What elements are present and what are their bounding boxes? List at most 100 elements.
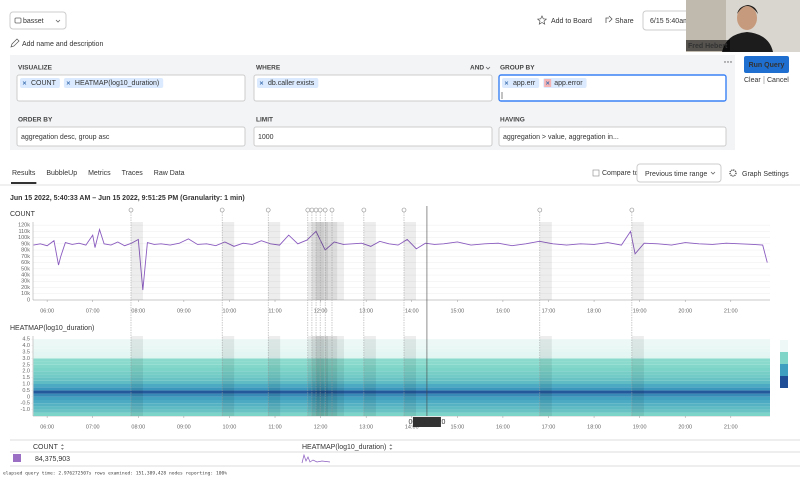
marker[interactable] bbox=[313, 207, 319, 213]
footer-status: elapsed query time: 2.976272507s rows ex… bbox=[3, 471, 227, 477]
chip-remove[interactable] bbox=[545, 81, 550, 85]
dataset-icon bbox=[14, 17, 22, 24]
cursor-label-bg bbox=[412, 417, 441, 427]
chip-remove[interactable] bbox=[66, 81, 71, 85]
chip-text: db.caller exists bbox=[268, 80, 315, 87]
add-to-board[interactable]: Add to Board bbox=[551, 18, 592, 25]
having-placeholder: aggregation > value, aggregation in... bbox=[503, 134, 619, 141]
y-tick-label: 80k bbox=[21, 248, 30, 254]
x-tick-label: 11:00 bbox=[268, 424, 281, 430]
x-tick-label: 08:00 bbox=[131, 424, 145, 430]
x-tick-label: 06:00 bbox=[40, 308, 54, 314]
heatmap-row bbox=[33, 390, 770, 394]
marker[interactable] bbox=[128, 207, 134, 213]
heatmap-row bbox=[33, 342, 770, 346]
chip-remove[interactable] bbox=[259, 81, 264, 85]
color-legend bbox=[780, 376, 788, 388]
heatmap-row bbox=[33, 387, 770, 391]
order-by-box[interactable] bbox=[16, 126, 246, 147]
run-query-button[interactable] bbox=[744, 56, 789, 73]
where-label: WHERE bbox=[256, 65, 281, 72]
cancel[interactable]: Cancel bbox=[767, 77, 789, 84]
star-icon bbox=[536, 15, 548, 25]
heatmap-row bbox=[33, 371, 770, 375]
heatmap-row bbox=[33, 403, 770, 407]
sort-icon[interactable] bbox=[60, 444, 64, 450]
having-box[interactable] bbox=[498, 126, 727, 147]
run-query[interactable]: Run Query bbox=[749, 62, 785, 69]
compare-checkbox[interactable] bbox=[592, 169, 600, 177]
chart-title: HEATMAP(log10_duration) bbox=[10, 325, 94, 332]
y-tick-label: 0.5 bbox=[22, 388, 30, 394]
marker[interactable] bbox=[317, 207, 323, 213]
x-tick-label: 21:00 bbox=[724, 424, 738, 430]
chip-remove[interactable] bbox=[504, 81, 509, 85]
dataset-select[interactable] bbox=[9, 11, 67, 30]
compare-label: Compare to bbox=[602, 170, 639, 177]
heatmap-row bbox=[33, 384, 770, 388]
y-tick-label: 2.5 bbox=[22, 362, 30, 368]
x-tick-label: 08:00 bbox=[131, 308, 145, 314]
y-tick-label: 1.0 bbox=[22, 381, 30, 387]
marker-band bbox=[325, 222, 338, 300]
share[interactable]: Share bbox=[615, 18, 634, 25]
sort-icon[interactable] bbox=[389, 444, 393, 450]
marker[interactable] bbox=[629, 207, 635, 213]
y-tick-label: 70k bbox=[21, 254, 30, 260]
heatmap-row bbox=[33, 355, 770, 359]
marker-band bbox=[268, 336, 281, 416]
x-tick-label: 10:00 bbox=[223, 308, 237, 314]
x-tick-label: 17:00 bbox=[542, 424, 556, 430]
marker[interactable] bbox=[329, 207, 335, 213]
tab[interactable]: Metrics bbox=[88, 170, 111, 177]
tab[interactable]: Raw Data bbox=[154, 170, 185, 177]
marker[interactable] bbox=[265, 207, 271, 213]
chip-remove[interactable] bbox=[22, 81, 27, 85]
color-legend bbox=[780, 340, 788, 352]
marker-band bbox=[320, 222, 333, 300]
video-face bbox=[737, 6, 757, 30]
marker[interactable] bbox=[309, 207, 315, 213]
compare-select[interactable] bbox=[636, 163, 722, 183]
chevron bbox=[485, 66, 491, 70]
presenter-name: Fred Hebert bbox=[688, 43, 728, 50]
y-tick-label: 10k bbox=[21, 291, 30, 297]
marker-band bbox=[222, 336, 235, 416]
y-tick-label: 20k bbox=[21, 285, 30, 291]
tab[interactable]: Traces bbox=[122, 170, 144, 177]
heatmap-row bbox=[33, 393, 770, 397]
tab[interactable]: Results bbox=[12, 170, 36, 177]
group-by-label: GROUP BY bbox=[500, 65, 535, 72]
marker-band bbox=[130, 336, 143, 416]
marker-band bbox=[307, 222, 320, 300]
x-tick-label: 16:00 bbox=[496, 424, 510, 430]
marker-band bbox=[320, 336, 333, 416]
limit-label: LIMIT bbox=[256, 117, 273, 124]
tab[interactable]: BubbleUp bbox=[46, 170, 77, 177]
limit-box[interactable] bbox=[253, 126, 493, 147]
chip-text: app.err bbox=[513, 80, 536, 87]
clear[interactable]: Clear bbox=[744, 77, 761, 84]
add-description[interactable]: Add name and description bbox=[22, 41, 103, 48]
y-tick-label: 3.5 bbox=[22, 349, 30, 355]
marker[interactable] bbox=[322, 207, 328, 213]
chip-text: COUNT bbox=[31, 80, 57, 87]
marker[interactable] bbox=[537, 207, 543, 213]
video-body bbox=[722, 32, 773, 52]
graph-settings[interactable]: Graph Settings bbox=[742, 171, 789, 178]
heatmap-row bbox=[33, 368, 770, 372]
marker[interactable] bbox=[401, 207, 407, 213]
marker[interactable] bbox=[361, 207, 367, 213]
share-icon bbox=[605, 15, 613, 23]
marker[interactable] bbox=[219, 207, 225, 213]
time-range: Jun 15 2022, 5:40:33 AM – Jun 15 2022, 9… bbox=[10, 195, 245, 202]
marker[interactable] bbox=[305, 207, 311, 213]
y-tick-label: 120k bbox=[18, 223, 30, 229]
x-tick-label: 09:00 bbox=[177, 308, 191, 314]
x-tick-label: 14:00 bbox=[405, 424, 419, 430]
visualize-label: VISUALIZE bbox=[18, 65, 53, 72]
limit-value: 1000 bbox=[258, 134, 274, 141]
where-join[interactable]: AND bbox=[470, 65, 484, 72]
heatmap-row bbox=[33, 380, 770, 384]
